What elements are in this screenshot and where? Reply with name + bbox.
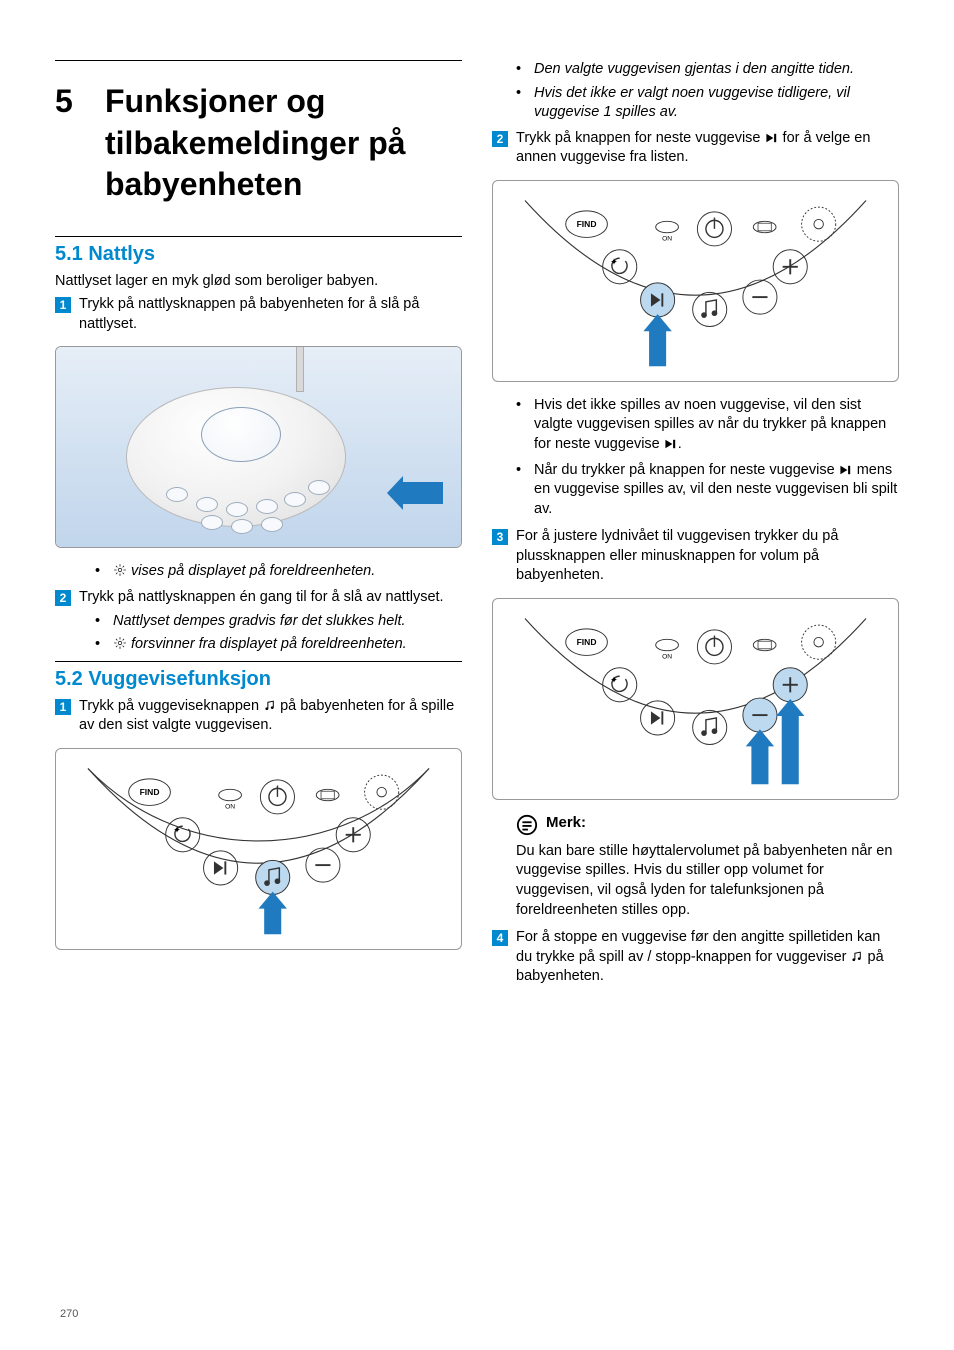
section-rule xyxy=(55,236,462,237)
svg-text:ON: ON xyxy=(662,235,672,242)
svg-text:FIND: FIND xyxy=(577,637,597,647)
step-number-icon: 1 xyxy=(55,297,71,313)
figure-device-photo xyxy=(55,346,462,548)
step-2: 2 Trykk på knappen for neste vuggevise f… xyxy=(492,129,899,168)
step-number-icon: 3 xyxy=(492,529,508,545)
svg-text:✦: ✦ xyxy=(173,825,181,836)
bullet-text: forsvinner fra displayet på foreldreenhe… xyxy=(127,636,407,652)
note-body: Du kan bare stille høyttalervolumet på b… xyxy=(516,842,899,920)
section-52-heading: 5.2 Vuggevisefunksjon xyxy=(55,668,462,691)
step-1: 1 Trykk på nattlysknappen på babyenheten… xyxy=(55,295,462,334)
section-51-intro: Nattlyset lager en myk glød som berolige… xyxy=(55,272,462,292)
on-label: ON xyxy=(225,803,235,810)
arrow-up-icon xyxy=(746,729,774,784)
bullet-text: vises på displayet på foreldreenheten. xyxy=(127,563,375,579)
sun-icon xyxy=(113,636,127,650)
chapter-number: 5 xyxy=(55,81,105,206)
svg-text:ON: ON xyxy=(662,653,672,660)
music-note-icon xyxy=(850,950,863,963)
arrow-up-icon xyxy=(259,891,287,934)
bullet-item: Når du trykker på knappen for neste vugg… xyxy=(516,461,899,520)
step-1-text: Trykk på nattlysknappen på babyenheten f… xyxy=(79,295,462,334)
step-2-text: Trykk på nattlysknappen én gang til for … xyxy=(79,588,462,608)
step-3: 3 For å justere lydnivået til vuggevisen… xyxy=(492,527,899,586)
sub-bullets-2: Nattlyset dempes gradvis før det slukkes… xyxy=(55,612,462,655)
step-3-text: For å justere lydnivået til vuggevisen t… xyxy=(516,527,899,586)
step-2: 2 Trykk på nattlysknappen én gang til fo… xyxy=(55,588,462,608)
music-note-icon xyxy=(263,699,276,712)
top-sub-bullets: Den valgte vuggevisen gjentas i den angi… xyxy=(492,60,899,123)
arrow-up-icon xyxy=(776,699,804,784)
step-4-text: For å stoppe en vuggevise før den angitt… xyxy=(516,928,899,987)
bullet-item: forsvinner fra displayet på foreldreenhe… xyxy=(95,635,462,655)
right-column: Den valgte vuggevisen gjentas i den angi… xyxy=(492,60,899,991)
step-1-text: Trykk på vuggeviseknappen på babyenheten… xyxy=(79,697,462,736)
figure-control-panel-volume: FIND ON ✦ xyxy=(492,598,899,800)
step-4: 4 For å stoppe en vuggevise før den angi… xyxy=(492,928,899,987)
chapter-heading: 5 Funksjoner og tilbakemeldinger på baby… xyxy=(55,81,462,206)
left-column: 5 Funksjoner og tilbakemeldinger på baby… xyxy=(55,60,462,991)
arrow-up-icon xyxy=(643,314,671,366)
note-icon xyxy=(516,814,538,836)
sun-icon xyxy=(113,563,127,577)
step-1: 1 Trykk på vuggeviseknappen på babyenhet… xyxy=(55,697,462,736)
bullet-item: Hvis det ikke er valgt noen vuggevise ti… xyxy=(516,84,899,123)
next-track-icon xyxy=(765,132,779,144)
chapter-title: Funksjoner og tilbakemeldinger på babyen… xyxy=(105,81,462,206)
bullet-item: vises på displayet på foreldreenheten. xyxy=(95,562,462,582)
step-number-icon: 2 xyxy=(492,131,508,147)
step-number-icon: 2 xyxy=(55,590,71,606)
section-rule xyxy=(55,661,462,662)
page-number: 270 xyxy=(60,1308,78,1320)
bullet-item: Nattlyset dempes gradvis før det slukkes… xyxy=(95,612,462,632)
mid-bullets: Hvis det ikke spilles av noen vuggevise,… xyxy=(492,396,899,519)
find-label: FIND xyxy=(140,787,160,797)
next-track-icon xyxy=(839,464,853,476)
bullet-item: Hvis det ikke spilles av noen vuggevise,… xyxy=(516,396,899,455)
section-51-heading: 5.1 Nattlys xyxy=(55,243,462,266)
step-number-icon: 1 xyxy=(55,699,71,715)
svg-text:✦: ✦ xyxy=(610,257,618,268)
arrow-icon xyxy=(403,482,443,504)
step-2-text: Trykk på knappen for neste vuggevise for… xyxy=(516,129,899,168)
next-track-icon xyxy=(664,438,678,450)
bullet-item: Den valgte vuggevisen gjentas i den angi… xyxy=(516,60,899,80)
note-block: Merk: xyxy=(516,814,899,836)
sub-bullets-1: vises på displayet på foreldreenheten. xyxy=(55,562,462,582)
figure-control-panel-music: FIND ON ✦ xyxy=(55,748,462,950)
figure-control-panel-next: FIND ON ✦ xyxy=(492,180,899,382)
step-number-icon: 4 xyxy=(492,930,508,946)
svg-text:✦: ✦ xyxy=(610,675,618,686)
top-rule xyxy=(55,60,462,61)
note-title: Merk: xyxy=(546,814,586,831)
svg-text:FIND: FIND xyxy=(577,219,597,229)
